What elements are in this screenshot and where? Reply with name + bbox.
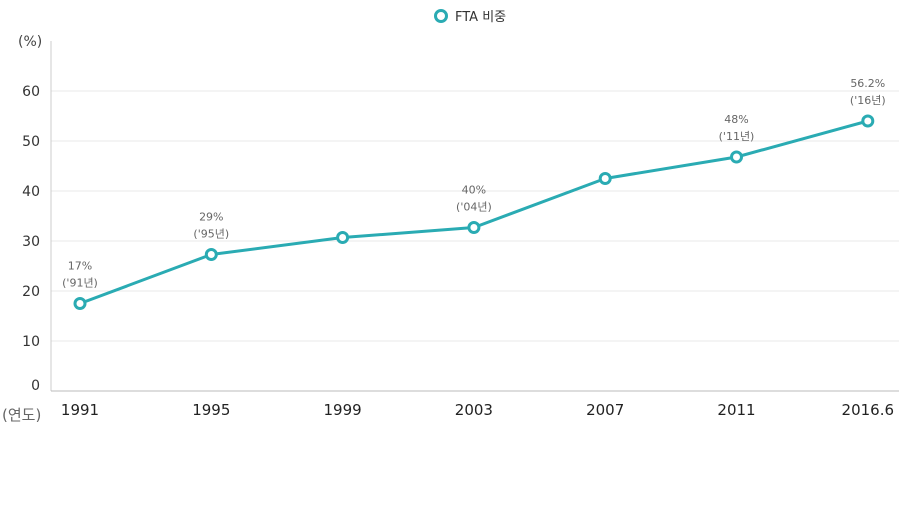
legend-marker: [434, 9, 448, 23]
x-tick-label-1995: 1995: [192, 401, 230, 419]
axes: [50, 41, 899, 392]
x-tick-label-1991: 1991: [61, 401, 99, 419]
x-tick-label-1999: 1999: [324, 401, 362, 419]
data-label-value-3: 40%: [462, 184, 486, 197]
x-tick-label-2011: 2011: [717, 401, 755, 419]
legend: FTA 비중: [434, 9, 506, 25]
data-point-1991: [73, 297, 87, 310]
data-label-year-3: ('04년): [456, 201, 492, 214]
data-labels: 17% ('91년) 29% ('95년) 40% ('04년) 48% ('11년) 56.2…: [62, 77, 886, 290]
y-tick-label-60: 60: [22, 84, 40, 100]
data-label-year-6: ('16년): [850, 94, 886, 107]
series-layer: [73, 114, 875, 310]
data-point-2003: [467, 221, 481, 234]
gridlines: [51, 90, 899, 342]
y-tick-label-20: 20: [22, 284, 40, 300]
data-point-1999: [336, 231, 350, 244]
x-tick-labels: 1991 1995 1999 2003 2007 2011 2016.6: [61, 401, 894, 419]
y-tick-labels: 0 10 20 30 40 50 60: [22, 84, 40, 394]
data-label-value-0: 17%: [68, 260, 92, 273]
x-tick-label-2007: 2007: [586, 401, 624, 419]
data-label-year-0: ('91년): [62, 277, 98, 290]
data-label-year-1: ('95년): [193, 228, 229, 241]
y-tick-label-40: 40: [22, 184, 40, 200]
legend-label: FTA 비중: [455, 10, 506, 25]
data-label-value-6: 56.2%: [850, 77, 885, 90]
x-axis-unit-label: (연도): [2, 406, 41, 424]
data-label-value-1: 29%: [199, 211, 223, 224]
data-point-2016.6: [861, 114, 875, 128]
data-point-1995: [204, 248, 218, 261]
y-tick-label-30: 30: [22, 234, 40, 250]
data-point-2007: [598, 172, 612, 185]
y-tick-label-10: 10: [22, 334, 40, 350]
y-tick-label-0: 0: [31, 378, 40, 394]
y-tick-label-50: 50: [22, 134, 40, 150]
x-tick-label-2016.6: 2016.6: [842, 401, 895, 419]
data-label-value-5: 48%: [724, 113, 748, 126]
data-point-2011: [730, 150, 743, 164]
y-axis-unit-label: (%): [18, 34, 42, 50]
x-tick-label-2003: 2003: [455, 401, 493, 419]
data-label-year-5: ('11년): [719, 130, 755, 143]
